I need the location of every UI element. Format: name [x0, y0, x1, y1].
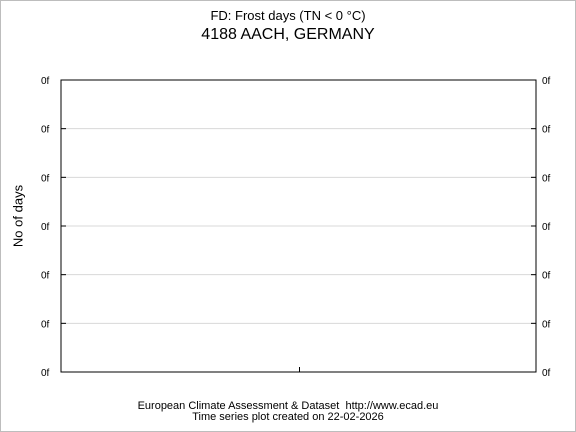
y-tick-label-right: 0f [542, 368, 551, 379]
y-tick-label-right: 0f [542, 319, 551, 330]
y-tick-label-left: 0f [41, 319, 50, 330]
y-tick-label-right: 0f [542, 173, 551, 184]
y-tick-label-right: 0f [542, 125, 551, 136]
axis-ticks [61, 79, 536, 373]
y-tick-label-left: 0f [41, 76, 50, 87]
y-tick-label-left: 0f [41, 368, 50, 379]
y-tick-label-left: 0f [41, 125, 50, 136]
y-tick-labels-right: 0f 0f 0f 0f 0f 0f 0f [542, 76, 551, 379]
y-tick-label-right: 0f [542, 271, 551, 282]
y-tick-label-right: 0f [542, 222, 551, 233]
y-tick-label-left: 0f [41, 222, 50, 233]
y-tick-label-left: 0f [41, 173, 50, 184]
y-tick-label-right: 0f [542, 76, 551, 87]
footer-source: European Climate Assessment & Dataset ht… [137, 400, 439, 412]
y-tick-labels-left: 0f 0f 0f 0f 0f 0f 0f [41, 76, 50, 379]
footer-created: Time series plot created on 22-02-2026 [192, 411, 384, 423]
chart-subtitle: 4188 AACH, GERMANY [201, 26, 375, 43]
y-tick-label-left: 0f [41, 271, 50, 282]
gridlines [61, 128, 536, 324]
chart-title: FD: Frost days (TN < 0 °C) [210, 8, 366, 23]
